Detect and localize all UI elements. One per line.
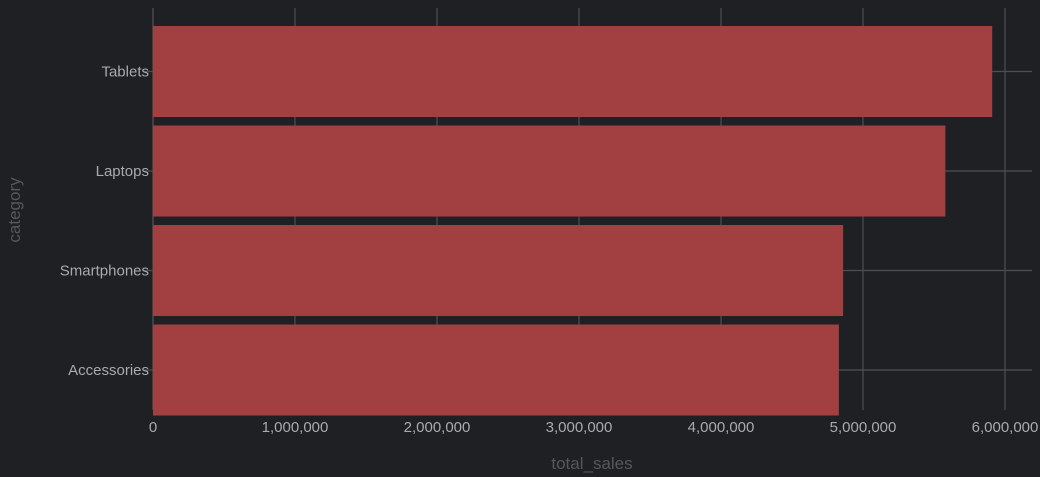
y-tick-labels: Tablets Laptops Smartphones Accessories (60, 64, 149, 379)
y-tick-label: Smartphones (60, 263, 149, 280)
x-tick-label: 6,000,000 (972, 419, 1039, 436)
x-tick-label: 1,000,000 (262, 419, 329, 436)
bar-laptops (153, 125, 946, 217)
bar-smartphones (153, 225, 844, 317)
bar-accessories (153, 324, 839, 416)
y-tick-label: Laptops (96, 163, 149, 180)
x-tick-label: 2,000,000 (404, 419, 471, 436)
y-tick-label: Tablets (101, 64, 149, 81)
x-axis-title: total_sales (551, 454, 632, 473)
bars (153, 26, 993, 416)
x-tick-label: 3,000,000 (546, 419, 613, 436)
y-tick-label: Accessories (68, 362, 149, 379)
x-tick-labels: 0 1,000,000 2,000,000 3,000,000 4,000,000 5,0… (149, 419, 1039, 436)
x-tick-label: 4,000,000 (688, 419, 755, 436)
bar-tablets (153, 26, 993, 118)
x-tick-label: 0 (149, 419, 157, 436)
y-axis-title: category (5, 177, 24, 243)
x-tick-label: 5,000,000 (830, 419, 897, 436)
